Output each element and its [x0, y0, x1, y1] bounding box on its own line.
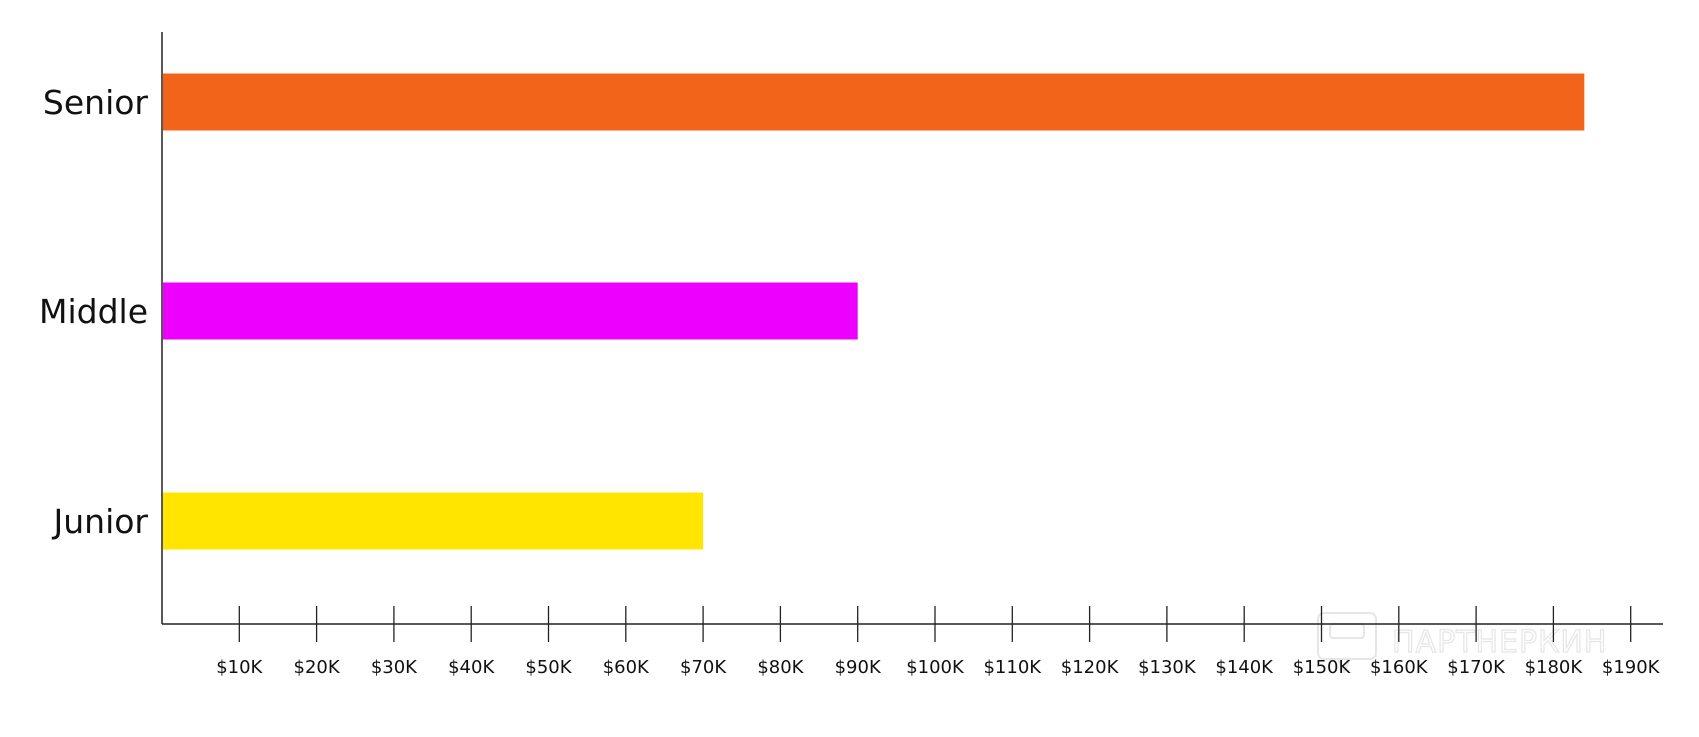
x-tick-label: $110K	[983, 657, 1042, 678]
x-tick-label: $80K	[757, 657, 804, 678]
x-ticks-group: $10K $20K $30K $40K $50K $60K $70K $80K $90K $100…	[216, 606, 1661, 678]
x-tick-label: $60K	[603, 657, 650, 678]
x-tick-label: $50K	[525, 657, 572, 678]
category-label-senior: Senior	[43, 83, 149, 122]
x-tick-label: $30K	[371, 657, 418, 678]
x-tick-label: $40K	[448, 657, 495, 678]
x-tick-label: $20K	[294, 657, 341, 678]
x-tick-label: $90K	[835, 657, 882, 678]
bar-middle	[163, 282, 858, 340]
x-tick-label: $130K	[1138, 657, 1197, 678]
x-tick-label: $160K	[1370, 657, 1429, 678]
x-tick-label: $150K	[1293, 657, 1352, 678]
x-tick-label: $180K	[1525, 657, 1584, 678]
x-tick-label: $100K	[906, 657, 965, 678]
x-tick-label: $190K	[1602, 657, 1661, 678]
category-label-junior: Junior	[52, 502, 149, 541]
bars-group	[163, 73, 1585, 550]
watermark-text: ПАРТНЕРКИН	[1392, 625, 1607, 660]
category-label-middle: Middle	[39, 292, 148, 331]
x-tick-label: $120K	[1061, 657, 1120, 678]
x-tick-label: $140K	[1215, 657, 1274, 678]
x-tick-label: $170K	[1447, 657, 1506, 678]
x-tick-label: $70K	[680, 657, 727, 678]
bar-junior	[163, 492, 704, 550]
x-tick-label: $10K	[216, 657, 263, 678]
bar-senior	[163, 73, 1585, 131]
axes-group	[161, 32, 1663, 625]
category-labels-group: Senior Middle Junior	[39, 83, 148, 541]
watermark: ПАРТНЕРКИН	[1317, 612, 1607, 675]
